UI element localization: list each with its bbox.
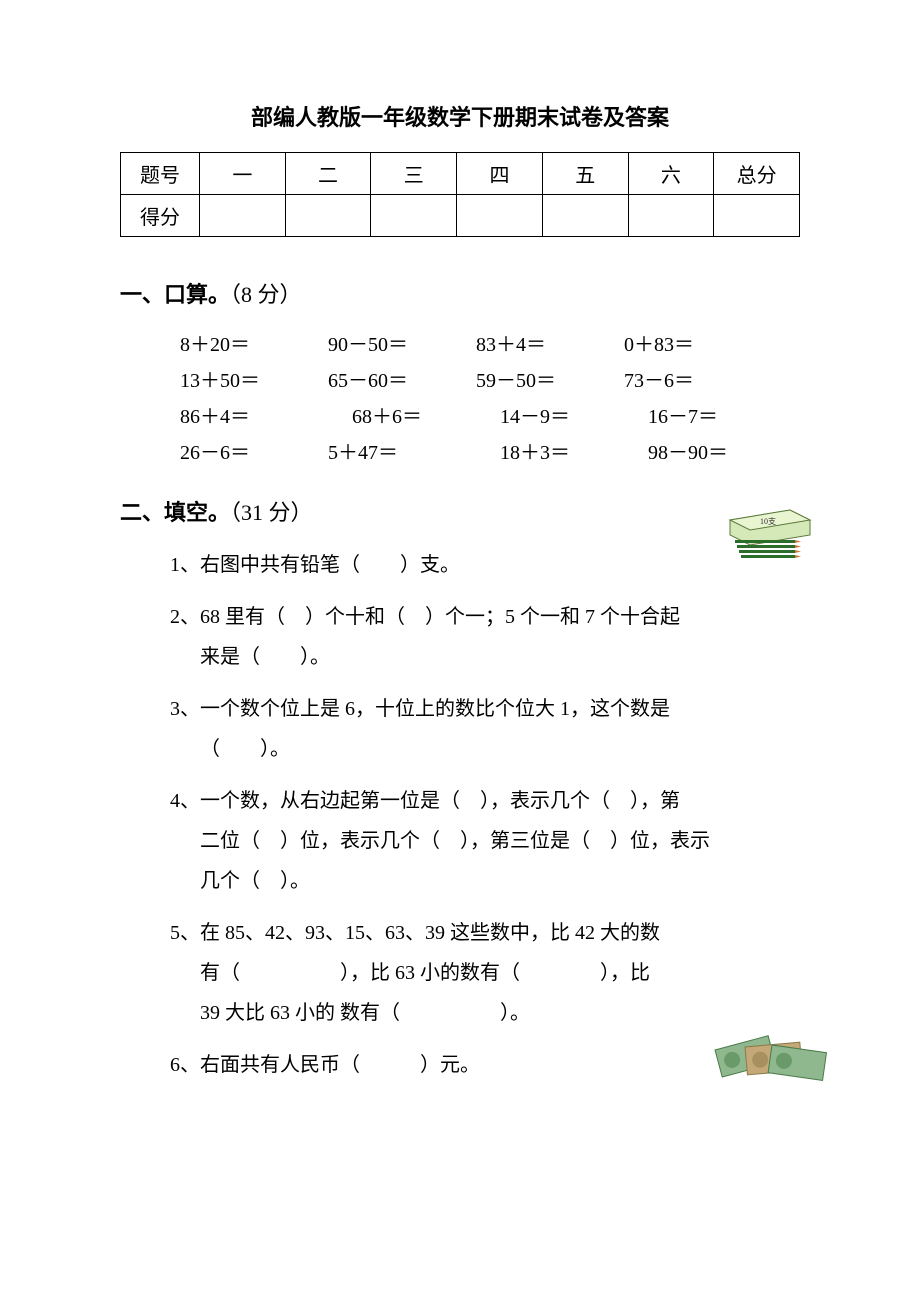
item-number: 6、 — [170, 1045, 200, 1085]
calc-cell: 65－60＝ — [328, 363, 476, 399]
item-text: 在 85、42、93、15、63、39 这些数中，比 42 大的数 — [200, 922, 660, 944]
score-cell — [542, 195, 628, 237]
score-cell — [199, 195, 285, 237]
pencil-box-icon: 10支 — [710, 495, 830, 565]
calc-row: 26－6＝ 5＋47＝ 18＋3＝ 98－90＝ — [180, 435, 800, 471]
calc-cell: 26－6＝ — [180, 435, 328, 471]
col-cell: 一 — [199, 153, 285, 195]
item-text-line2: 来是（ ）。 — [200, 646, 330, 668]
col-cell: 四 — [457, 153, 543, 195]
section1-header: 一、口算。（8 分） — [120, 277, 800, 309]
calc-row: 8＋20＝ 90－50＝ 83＋4＝ 0＋83＝ — [180, 327, 800, 363]
score-cell — [628, 195, 714, 237]
calc-grid: 8＋20＝ 90－50＝ 83＋4＝ 0＋83＝ 13＋50＝ 65－60＝ 5… — [180, 327, 800, 471]
item-text: 一个数，从右边起第一位是（ ），表示几个（ ），第 — [200, 790, 680, 812]
section1-label: 一、口算。 — [120, 282, 230, 307]
calc-cell: 83＋4＝ — [476, 327, 624, 363]
section2-points: （31 分） — [230, 500, 313, 525]
calc-cell: 98－90＝ — [648, 435, 796, 471]
item-number: 4、 — [170, 781, 200, 821]
calc-row: 86＋4＝ 68＋6＝ 14－9＝ 16－7＝ — [180, 399, 800, 435]
calc-cell: 0＋83＝ — [624, 327, 772, 363]
col-cell: 总分 — [714, 153, 800, 195]
fill-item-2: 2、 68 里有（ ）个十和（ ）个一；5 个一和 7 个十合起 来是（ ）。 — [170, 597, 800, 677]
col-cell: 六 — [628, 153, 714, 195]
calc-cell: 5＋47＝ — [328, 435, 476, 471]
svg-text:10支: 10支 — [760, 516, 776, 526]
score-cell — [285, 195, 371, 237]
item-text-line2: 二位（ ）位，表示几个（ ），第三位是（ ）位，表示 — [200, 830, 710, 852]
fill-item-6: 6、 右面共有人民币（ ）元。 — [170, 1045, 800, 1085]
calc-cell: 18＋3＝ — [500, 435, 648, 471]
score-cell — [714, 195, 800, 237]
item-number: 1、 — [170, 545, 200, 585]
section2-header: 二、填空。（31 分） — [120, 495, 800, 527]
calc-cell: 68＋6＝ — [352, 399, 500, 435]
calc-cell: 16－7＝ — [648, 399, 796, 435]
calc-cell: 86＋4＝ — [180, 399, 328, 435]
score-table: 题号 一 二 三 四 五 六 总分 得分 — [120, 152, 800, 237]
fill-item-5: 5、 在 85、42、93、15、63、39 这些数中，比 42 大的数 有（ … — [170, 913, 800, 1033]
item-text-wrap: 68 里有（ ）个十和（ ）个一；5 个一和 7 个十合起 来是（ ）。 — [200, 597, 800, 677]
item-number: 5、 — [170, 913, 200, 953]
item-text: 一个数个位上是 6，十位上的数比个位大 1，这个数是 — [200, 698, 670, 720]
calc-cell: 14－9＝ — [500, 399, 648, 435]
money-icon — [710, 1035, 830, 1095]
col-cell: 三 — [371, 153, 457, 195]
section2-label: 二、填空。 — [120, 500, 230, 525]
col-cell: 五 — [542, 153, 628, 195]
calc-cell: 13＋50＝ — [180, 363, 328, 399]
item-text-line3: 几个（ ）。 — [200, 870, 310, 892]
table-row-header: 题号 一 二 三 四 五 六 总分 — [121, 153, 800, 195]
item-text: 68 里有（ ）个十和（ ）个一；5 个一和 7 个十合起 — [200, 606, 680, 628]
col-cell: 二 — [285, 153, 371, 195]
fill-list: 1、 右图中共有铅笔（ ）支。 10支 2、 68 里有（ ）个十和（ ） — [170, 545, 800, 1085]
calc-cell: 73－6＝ — [624, 363, 772, 399]
fill-item-4: 4、 一个数，从右边起第一位是（ ），表示几个（ ），第 二位（ ）位，表示几个… — [170, 781, 800, 901]
score-cell — [457, 195, 543, 237]
score-cell — [371, 195, 457, 237]
item-text-line3: 39 大比 63 小的 数有（ ）。 — [200, 1002, 530, 1024]
item-text-line2: 有（ ），比 63 小的数有（ ），比 — [200, 962, 650, 984]
item-text-wrap: 在 85、42、93、15、63、39 这些数中，比 42 大的数 有（ ），比… — [200, 913, 800, 1033]
row-label-cell: 得分 — [121, 195, 200, 237]
row-label-cell: 题号 — [121, 153, 200, 195]
fill-item-1: 1、 右图中共有铅笔（ ）支。 10支 — [170, 545, 800, 585]
section1-points: （8 分） — [230, 282, 302, 307]
document-title: 部编人教版一年级数学下册期末试卷及答案 — [120, 100, 800, 132]
calc-cell: 59－50＝ — [476, 363, 624, 399]
item-text-line2: （ ）。 — [200, 738, 290, 760]
item-number: 3、 — [170, 689, 200, 729]
calc-cell: 90－50＝ — [328, 327, 476, 363]
calc-cell: 8＋20＝ — [180, 327, 328, 363]
item-number: 2、 — [170, 597, 200, 637]
calc-row: 13＋50＝ 65－60＝ 59－50＝ 73－6＝ — [180, 363, 800, 399]
item-text-wrap: 一个数个位上是 6，十位上的数比个位大 1，这个数是 （ ）。 — [200, 689, 800, 769]
table-row-scores: 得分 — [121, 195, 800, 237]
item-text-wrap: 一个数，从右边起第一位是（ ），表示几个（ ），第 二位（ ）位，表示几个（ ）… — [200, 781, 800, 901]
fill-item-3: 3、 一个数个位上是 6，十位上的数比个位大 1，这个数是 （ ）。 — [170, 689, 800, 769]
